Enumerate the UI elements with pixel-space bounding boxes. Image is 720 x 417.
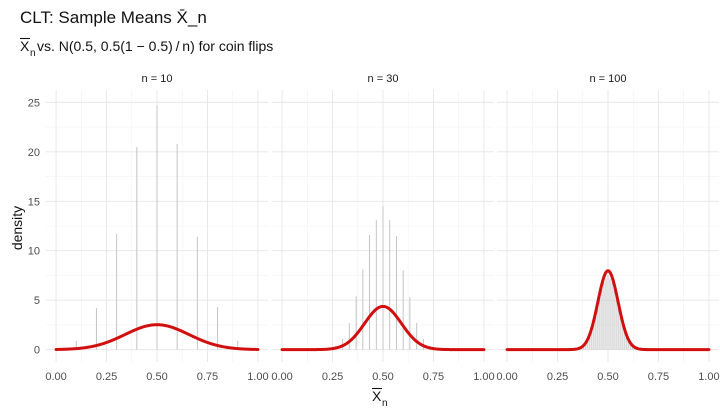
y-axis: 0 5 10 15 20 25 — [28, 97, 40, 356]
facet-panel: n = 100 0.00 0.25 0.50 0.75 1.00 — [496, 73, 719, 383]
x-tick-label: 0.00 — [496, 371, 517, 383]
chart-subtitle: X n vs. N(0.5, 0.5(1 − 0.5) / n) for coi… — [20, 37, 273, 59]
facet-panels: n = 10 0.00 0.25 0.50 0.75 1.00 n = 30 0.00 0.25… — [45, 73, 719, 383]
x-tick-label: 0.50 — [146, 371, 167, 383]
subtitle-text: vs. N(0.5, 0.5(1 − 0.5) / n) for coin fl… — [37, 38, 273, 54]
y-tick-label: 20 — [28, 147, 40, 159]
y-axis-title: density — [9, 206, 25, 250]
x-tick-label: 1.00 — [698, 371, 719, 383]
subtitle-sub: n — [30, 48, 36, 59]
x-tick-label: 0.50 — [597, 371, 618, 383]
x-axis-title: X n — [372, 387, 388, 409]
y-tick-label: 15 — [28, 196, 40, 208]
x-tick-label: 0.50 — [372, 371, 393, 383]
x-tick-label: 0.25 — [322, 371, 343, 383]
x-axis-title-sub: n — [382, 398, 388, 409]
x-tick-label: 0.00 — [45, 371, 66, 383]
normal-density-curve — [505, 269, 711, 352]
y-tick-label: 5 — [34, 295, 40, 307]
x-tick-label: 1.00 — [247, 371, 268, 383]
y-tick-label: 10 — [28, 246, 40, 258]
facet-panel: n = 30 0.00 0.25 0.50 0.75 1.00 — [271, 73, 494, 383]
x-axis-title-main: X — [372, 388, 382, 404]
facet-panel: n = 10 0.00 0.25 0.50 0.75 1.00 — [45, 73, 268, 383]
subtitle-xbar: X — [20, 38, 30, 54]
x-tick-label: 0.25 — [96, 371, 117, 383]
facet-strip-label: n = 10 — [142, 73, 173, 85]
x-tick-label: 0.00 — [271, 371, 292, 383]
chart-title: CLT: Sample Means X̄_n — [20, 8, 207, 27]
x-tick-label: 0.25 — [547, 371, 568, 383]
normal-density-curve — [54, 323, 260, 351]
y-tick-label: 0 — [34, 345, 40, 357]
x-tick-label: 0.75 — [423, 371, 444, 383]
x-tick-label: 0.75 — [197, 371, 218, 383]
x-tick-label: 1.00 — [473, 371, 494, 383]
facet-strip-label: n = 30 — [368, 73, 399, 85]
x-tick-label: 0.75 — [648, 371, 669, 383]
facet-strip-label: n = 100 — [589, 73, 626, 85]
y-tick-label: 25 — [28, 97, 40, 109]
normal-density-curve — [280, 304, 486, 352]
